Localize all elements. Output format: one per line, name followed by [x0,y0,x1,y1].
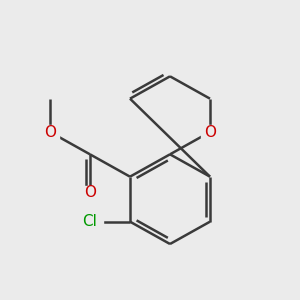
Bar [201,125,219,139]
Bar [81,186,99,199]
Bar [41,125,59,139]
Bar [77,213,103,230]
Text: Cl: Cl [82,214,98,229]
Text: O: O [84,185,96,200]
Text: O: O [204,124,216,140]
Text: O: O [44,124,56,140]
